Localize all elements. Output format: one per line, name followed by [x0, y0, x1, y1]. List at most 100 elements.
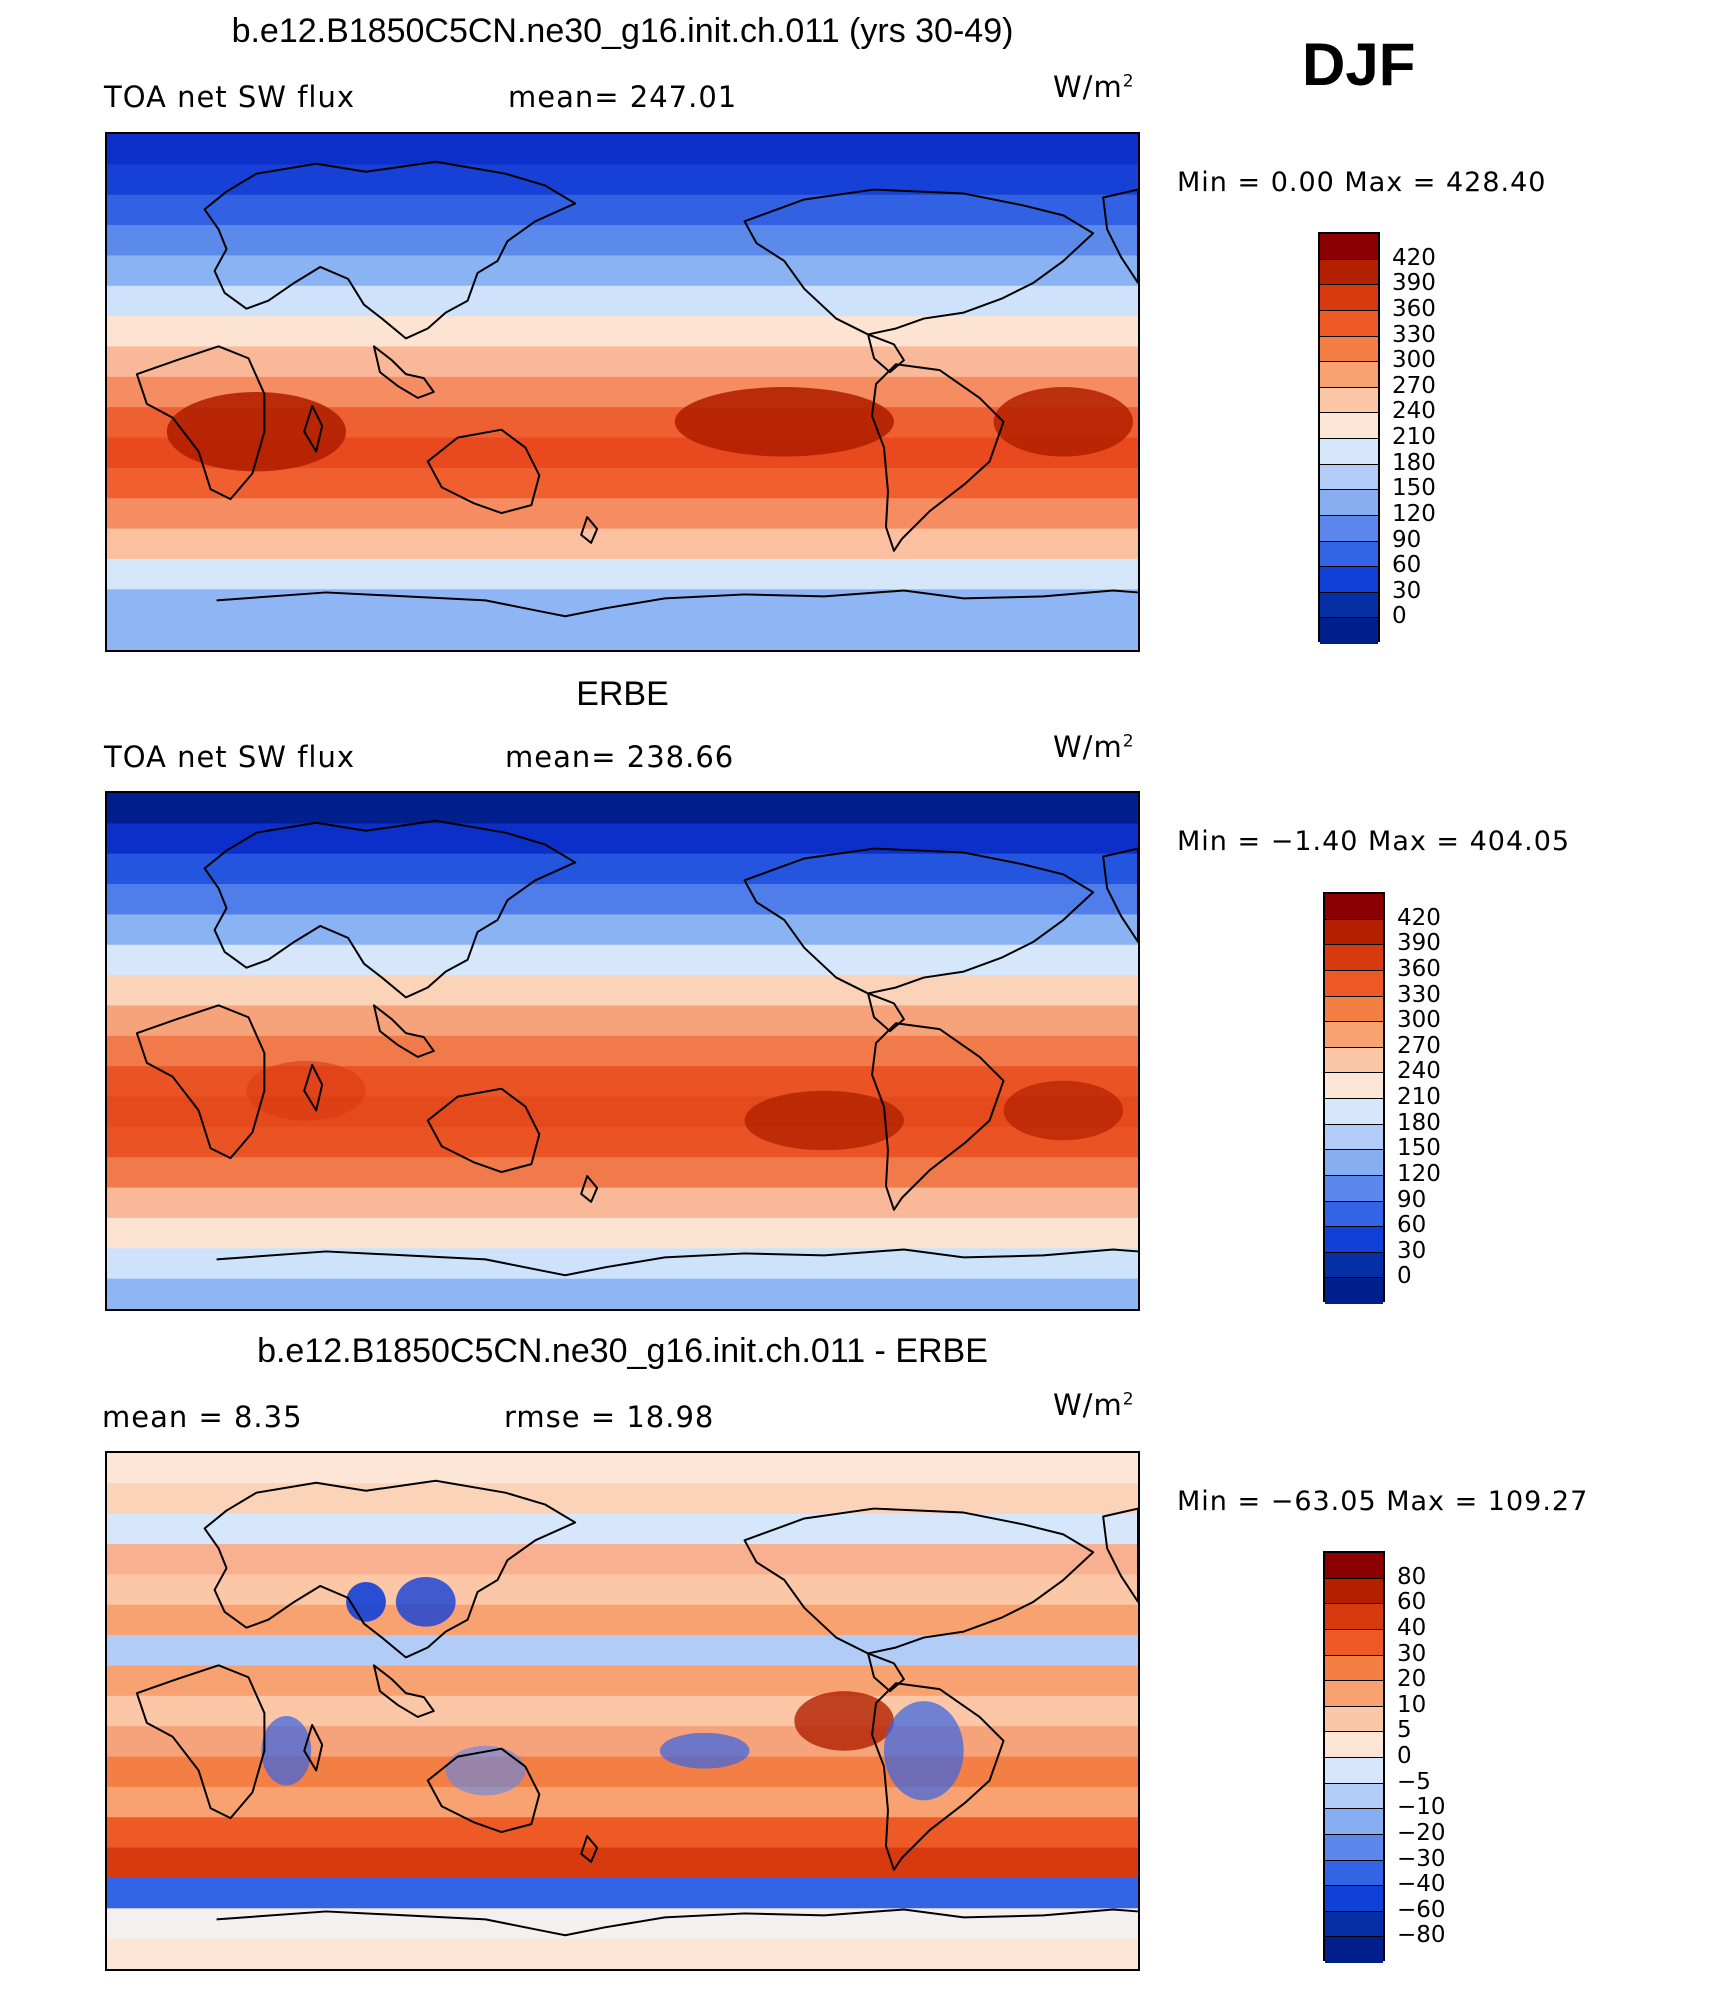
panel-3-map: [105, 1451, 1140, 1971]
colorbar-tick-label: 300: [1392, 347, 1436, 374]
colorbar-tick-label: 60: [1397, 1212, 1427, 1239]
map-band: [107, 1635, 1138, 1667]
colorbar-tick-label: 420: [1397, 904, 1441, 931]
colorbar-swatch: [1325, 1150, 1383, 1176]
colorbar-tick-label: 10: [1397, 1691, 1427, 1718]
coastline: [426, 1087, 541, 1174]
season-label: DJF: [1302, 31, 1416, 98]
panel-3-colorbar: [1323, 1551, 1385, 1963]
map-feature: [1003, 1080, 1124, 1141]
colorbar-tick-label: −5: [1397, 1768, 1431, 1795]
colorbar-tick-label: 30: [1397, 1640, 1427, 1667]
panel-2-units: W/m2: [1053, 730, 1135, 764]
panel-2-mean-label: mean= 238.66: [505, 740, 735, 774]
coastline: [580, 516, 599, 544]
colorbar-tick-label: 0: [1397, 1743, 1412, 1769]
map-band: [107, 1786, 1138, 1819]
colorbar-swatch: [1325, 1860, 1383, 1887]
map-band: [107, 467, 1138, 500]
map-band: [107, 944, 1138, 977]
coastline: [871, 1022, 1005, 1211]
map-band: [107, 1938, 1138, 1969]
colorbar-swatch: [1320, 259, 1378, 286]
map-band: [107, 134, 1138, 166]
colorbar-swatch: [1325, 1047, 1383, 1074]
map-band: [107, 285, 1138, 318]
colorbar-tick-label: 0: [1397, 1263, 1412, 1290]
coastline: [426, 428, 541, 515]
colorbar-swatch: [1325, 1732, 1383, 1758]
colorbar-swatch: [1325, 1022, 1383, 1048]
colorbar-tick-label: 150: [1392, 475, 1436, 502]
colorbar-tick-label: 20: [1397, 1666, 1427, 1693]
colorbar-tick-label: 240: [1397, 1058, 1441, 1085]
colorbar-tick-label: 30: [1392, 577, 1422, 604]
coastline: [1102, 188, 1138, 284]
coastline: [867, 333, 905, 374]
map-feature: [395, 1577, 456, 1627]
panel-3-title: b.e12.B1850C5CN.ne30_g16.init.ch.011 - E…: [257, 1332, 988, 1370]
colorbar-swatch: [1325, 1201, 1383, 1228]
map-feature: [744, 1090, 904, 1151]
colorbar-swatch: [1325, 1278, 1383, 1304]
coastline: [203, 1479, 577, 1659]
map-feature: [166, 392, 347, 472]
colorbar-tick-label: −60: [1397, 1896, 1446, 1923]
colorbar-tick-label: 60: [1397, 1589, 1427, 1616]
panel-1-min-max: Min = 0.00 Max = 428.40: [1177, 167, 1547, 198]
colorbar-tick-label: 420: [1392, 244, 1436, 271]
coastline: [303, 1723, 324, 1772]
colorbar-swatch: [1325, 1809, 1383, 1835]
coastline: [216, 1248, 1138, 1277]
colorbar-tick-label: 5: [1397, 1717, 1412, 1744]
colorbar-swatch: [1320, 618, 1378, 644]
colorbar-swatch: [1325, 1099, 1383, 1125]
panel-1-mean-label: mean= 247.01: [508, 80, 738, 114]
coastline: [303, 404, 324, 453]
colorbar-tick-label: 80: [1397, 1563, 1427, 1590]
coastline: [203, 819, 577, 999]
map-band: [107, 1695, 1138, 1728]
map-band: [107, 1217, 1138, 1250]
colorbar-swatch: [1325, 1227, 1383, 1253]
coastline: [135, 1004, 266, 1160]
coastline: [743, 847, 1095, 995]
map-feature: [993, 387, 1134, 457]
map-feature: [445, 1745, 526, 1796]
colorbar-swatch: [1325, 1175, 1383, 1202]
colorbar-swatch: [1325, 945, 1383, 971]
map-band: [107, 884, 1138, 916]
map-feature: [346, 1582, 386, 1622]
panel-1-title: b.e12.B1850C5CN.ne30_g16.init.ch.011 (yr…: [231, 12, 1014, 50]
colorbar-swatch: [1325, 1937, 1383, 1963]
map-band: [107, 1035, 1138, 1068]
colorbar-tick-label: 270: [1397, 1032, 1441, 1059]
coastline: [203, 160, 577, 340]
colorbar-tick-label: 330: [1392, 321, 1436, 348]
coastline: [372, 1004, 435, 1058]
map-band: [107, 1847, 1138, 1879]
map-band: [107, 1005, 1138, 1037]
map-band: [107, 316, 1138, 348]
colorbar-tick-label: 120: [1392, 500, 1436, 527]
colorbar-swatch: [1325, 1681, 1383, 1707]
coastline: [1102, 847, 1138, 943]
colorbar-swatch: [1320, 310, 1378, 337]
coastline: [135, 345, 266, 501]
map-band: [107, 793, 1138, 825]
map-band: [107, 853, 1138, 886]
coastline: [135, 1664, 266, 1820]
colorbar-tick-label: 390: [1392, 270, 1436, 297]
colorbar-tick-label: 120: [1397, 1160, 1441, 1187]
map-band: [107, 1544, 1138, 1576]
panel-2-colorbar: [1323, 892, 1385, 1304]
map-band: [107, 1604, 1138, 1637]
colorbar-tick-label: 360: [1397, 955, 1441, 982]
map-band: [107, 1513, 1138, 1546]
map-band: [107, 619, 1138, 650]
colorbar-swatch: [1320, 285, 1378, 311]
colorbar-tick-label: 300: [1397, 1007, 1441, 1034]
colorbar-swatch: [1320, 234, 1378, 260]
map-band: [107, 1665, 1138, 1697]
colorbar-tick-label: 360: [1392, 295, 1436, 322]
